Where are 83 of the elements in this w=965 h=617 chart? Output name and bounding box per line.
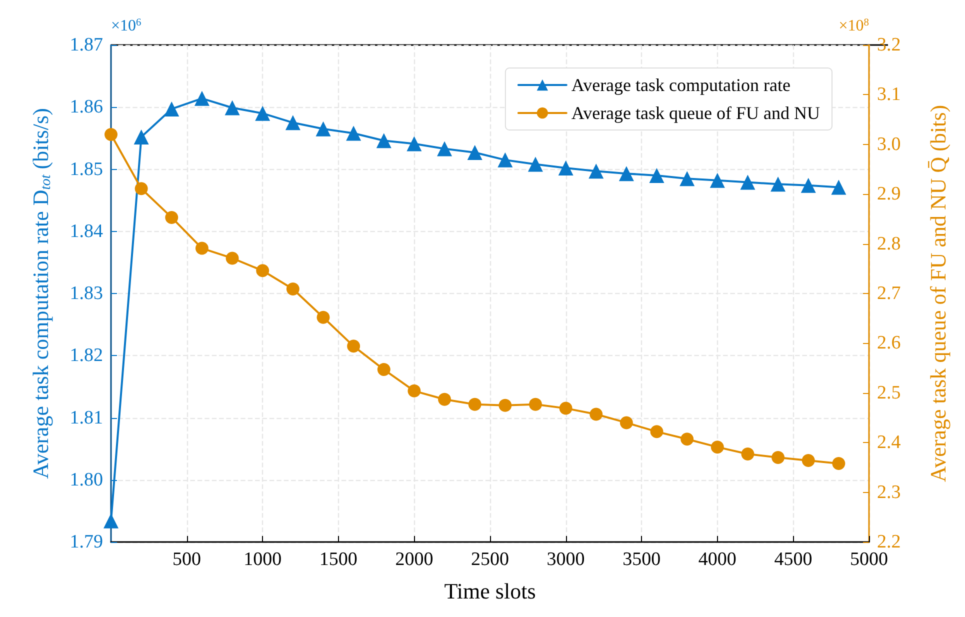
point [770,176,786,192]
x-tick-label: 2500 [471,549,509,570]
point [618,166,634,182]
y-axis-title: Average task computation rate Dtot (bits/s) [28,108,54,479]
x-tick-label: 3500 [622,549,661,570]
x-axis-title: Time slots [444,578,536,604]
x-tick-label: 2000 [395,549,434,570]
point [498,152,513,168]
point [438,392,452,406]
legend-label: Average task computation rate [571,75,790,95]
point [376,133,392,148]
point [650,425,664,438]
legend-label: Average task queue of FU and NU [571,103,820,123]
point [134,182,148,196]
y-tick-label: 1.79 [70,532,103,552]
point [772,451,785,464]
y2-tick-label: 2.3 [877,482,901,503]
point [164,101,180,116]
x-tick-label: 500 [172,549,202,570]
point [347,340,360,353]
y2-tick-label: 3.2 [877,34,901,56]
point [286,282,300,296]
y2-tick-label: 2.5 [877,382,901,404]
y-tick-label: 1.81 [70,407,103,428]
y2-tick-label: 2.6 [877,332,901,354]
point [195,242,208,255]
point [802,454,815,467]
point [468,398,482,411]
y2-tick-label: 3.0 [877,134,901,155]
x-tick-label: 1000 [244,549,282,570]
x-tick-label: 3000 [546,549,585,570]
point [224,100,240,116]
y2-tick-label: 2.4 [877,432,902,454]
point [408,384,421,398]
x-tick-label: 4500 [774,549,812,570]
y-tick-label: 1.80 [70,469,103,490]
x-tick-label: 4000 [698,549,736,570]
y2-axis-title: Average task queue of FU and NU Q̄ (bits) [926,104,950,482]
point [377,363,390,376]
point [134,129,149,144]
y-tick-label: 1.84 [70,220,104,242]
point [590,408,603,421]
point [104,128,118,141]
y2-tick-label: 3.1 [877,84,901,106]
point [194,90,210,106]
y-tick-label: 1.83 [70,283,103,304]
point [710,172,725,188]
y-tick-label: 1.82 [70,345,103,366]
point [104,513,118,528]
point [588,164,604,179]
y2-tick-label: 2.8 [877,233,901,254]
x-tick-label: 1500 [319,549,358,570]
point [528,156,543,172]
y-tick-label: 1.87 [70,34,103,56]
y-tick-label: 1.85 [70,158,103,180]
point [256,264,270,278]
point [165,210,178,224]
point [528,398,542,411]
point [558,160,574,176]
y-tick-label: 1.86 [70,96,103,118]
point [437,141,452,156]
y2-tick-label: 2.9 [877,184,901,205]
point [800,178,816,193]
point [710,440,724,454]
point [316,310,330,324]
point [832,456,846,470]
point [285,115,300,130]
point [406,136,422,152]
point [831,180,846,195]
point [255,106,270,121]
point [226,252,239,265]
point [316,121,331,136]
point [467,144,482,160]
point [741,448,754,461]
point [346,126,362,141]
point [740,174,756,190]
point [680,432,694,446]
point [559,402,572,415]
point [620,416,633,430]
point [680,171,695,186]
y2-tick-label: 2.7 [877,283,901,304]
point [649,168,664,183]
point [498,398,512,412]
